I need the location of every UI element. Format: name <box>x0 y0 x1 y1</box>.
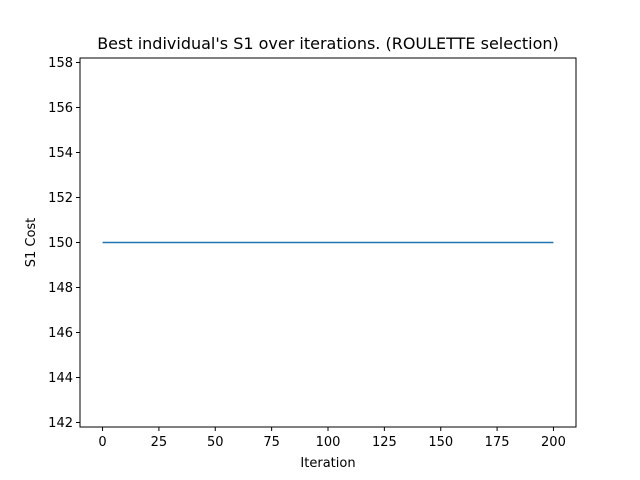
y-tick-label: 152 <box>48 191 73 206</box>
y-tick-label: 144 <box>48 371 73 386</box>
x-tick-label: 125 <box>372 435 397 450</box>
x-tick-label: 25 <box>151 435 168 450</box>
x-tick-label: 50 <box>207 435 224 450</box>
chart-title: Best individual's S1 over iterations. (R… <box>97 34 559 53</box>
x-tick-label: 200 <box>541 435 566 450</box>
x-tick-label: 150 <box>428 435 453 450</box>
x-axis-label: Iteration <box>300 456 355 471</box>
x-tick-label: 175 <box>485 435 510 450</box>
y-axis: 142 144 146 148 150 152 154 156 158 <box>48 56 80 431</box>
y-tick-label: 154 <box>48 146 73 161</box>
y-tick-label: 146 <box>48 326 73 341</box>
y-tick-label: 156 <box>48 101 73 116</box>
y-tick-label: 148 <box>48 281 73 296</box>
y-tick-label: 142 <box>48 416 73 431</box>
y-tick-label: 158 <box>48 56 73 71</box>
y-axis-label: S1 Cost <box>24 218 39 268</box>
x-tick-label: 0 <box>98 435 106 450</box>
x-tick-label: 100 <box>316 435 341 450</box>
y-tick-label: 150 <box>48 236 73 251</box>
x-tick-label: 75 <box>263 435 280 450</box>
x-axis: 0 25 50 75 100 125 150 175 200 <box>98 427 566 450</box>
